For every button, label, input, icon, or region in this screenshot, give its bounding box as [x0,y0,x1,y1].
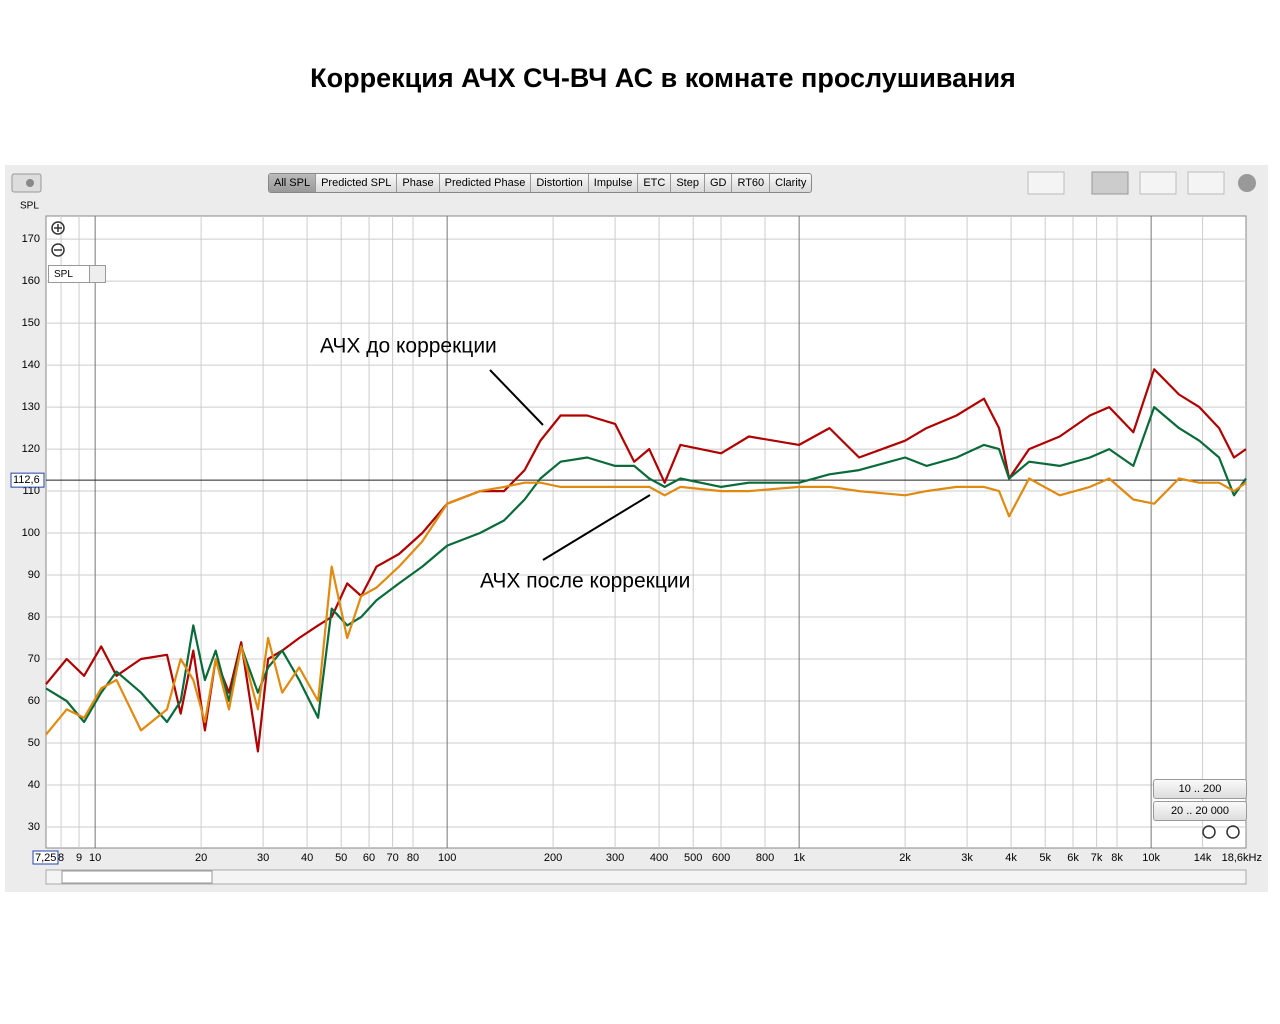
y-tick-label: 70 [28,653,40,665]
y-tick-label: 120 [22,443,40,455]
tab[interactable]: All SPL [269,174,317,192]
tab[interactable]: Impulse [589,174,639,192]
x-tick-label: 6k [1067,852,1079,864]
tab[interactable]: Predicted Phase [440,174,532,192]
tab[interactable]: Step [671,174,705,192]
range-button[interactable]: 20 .. 20 000 [1153,801,1247,821]
y-tick-label: 60 [28,695,40,707]
settings-icon[interactable] [1238,174,1256,192]
x-tick-label: 14k [1194,852,1212,864]
dropdown[interactable]: SPL [48,265,106,283]
x-tick-label: 10k [1142,852,1160,864]
camera-icon [26,179,34,187]
y-tick-label: 110 [22,485,40,497]
x-tick-label: 10 [89,852,101,864]
x-tick-label: 20 [195,852,207,864]
x-tick-label: 800 [756,852,774,864]
x-tick-label: 200 [544,852,562,864]
x-tick-label: 4k [1005,852,1017,864]
y-tick-label: 50 [28,737,40,749]
series-line [45,406,1247,724]
annotation-arrow [489,369,544,426]
annotation: АЧХ до коррекции [320,335,497,358]
tool-icon[interactable] [1091,171,1129,195]
x-tick-label: 100 [438,852,456,864]
tab[interactable]: Predicted SPL [316,174,398,192]
tab[interactable]: RT60 [732,174,771,192]
x-tick-label: 5k [1039,852,1051,864]
y-tick-label: 150 [22,317,40,329]
tab[interactable]: GD [705,174,733,192]
y-tick-label: 30 [28,821,40,833]
toolbar: All SPL Predicted SPL Phase Predicted Phase… [268,173,813,193]
x-tick-label: 50 [335,852,347,864]
range-button[interactable]: 10 .. 200 [1153,779,1247,799]
x-tick-label: 1k [793,852,805,864]
x-tick-label: 70 [387,852,399,864]
zoom-out[interactable] [1202,825,1216,839]
x-tick-label: 300 [606,852,624,864]
series-line [45,477,1247,736]
scroll-thumb[interactable] [61,870,213,884]
y-tick-label: 90 [28,569,40,581]
chart-title: Коррекция АЧХ СЧ-ВЧ АС в комнате прослуш… [310,63,1016,93]
x-tick-label: 500 [684,852,702,864]
x-tick-label: 30 [257,852,269,864]
x-tick-label: 8k [1111,852,1123,864]
x-tick-label: 8 [58,852,64,864]
x-tick-label: 400 [650,852,668,864]
y-tick-label: 130 [22,401,40,413]
y-tick-label: 80 [28,611,40,623]
cursor-label: 112,6 [13,474,40,486]
tool-icon[interactable] [1139,171,1177,195]
x-tick-label: 9 [76,852,82,864]
x-tick-label: 3k [961,852,973,864]
y-tick-label: 100 [22,527,40,539]
plot-area [45,215,1247,849]
x-tick-label: 600 [712,852,730,864]
zoom-in[interactable] [51,221,65,235]
x-tick-label: 2k [899,852,911,864]
y-tick-label: 140 [22,359,40,371]
x-tick-label: 40 [301,852,313,864]
tab[interactable]: Distortion [531,174,589,192]
x-tick-label: 7,25 [35,852,56,864]
y-tick-label: 160 [22,275,40,287]
x-tick-label: 60 [363,852,375,864]
x-tick-label: 80 [407,852,419,864]
tab[interactable]: Phase [397,174,440,192]
tab[interactable]: Clarity [775,177,807,189]
x-tick-label: 7k [1091,852,1103,864]
y-axis-label: SPL [20,201,39,212]
tool-icon[interactable] [1187,171,1225,195]
tool-icon[interactable] [1027,171,1065,195]
scrollbar[interactable] [45,869,1247,885]
y-tick-label: 40 [28,779,40,791]
annotation-arrow [542,494,651,561]
cursor-box [10,472,45,488]
zoom-out[interactable] [51,243,65,257]
annotation: АЧХ после коррекции [480,570,690,593]
zoom-in[interactable] [1226,825,1240,839]
tab[interactable]: ETC [638,174,672,192]
x-start-box [32,850,59,865]
y-tick-label: 170 [22,233,40,245]
x-tick-label: 18,6kHz [1222,852,1262,864]
